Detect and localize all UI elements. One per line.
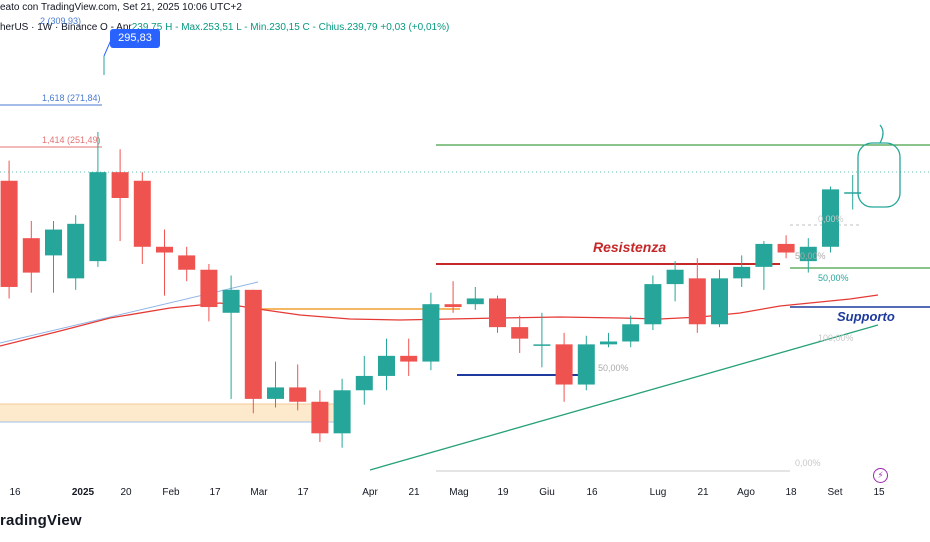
x-tick: Ago — [737, 487, 755, 498]
candle-body — [600, 341, 617, 345]
candle-body — [489, 298, 506, 328]
x-tick: 18 — [785, 487, 797, 498]
candle-body — [733, 266, 751, 279]
candle-body — [777, 243, 795, 253]
candle-body — [511, 327, 529, 339]
x-tick: 17 — [209, 487, 221, 498]
header-ohlc: 239,75 H - Max.253,51 L - Min.230,15 C -… — [131, 22, 378, 33]
x-tick: Apr — [362, 487, 378, 498]
candle-body — [577, 344, 595, 385]
candle-body — [533, 344, 551, 346]
candles — [0, 131, 862, 448]
candle-body — [267, 387, 284, 399]
x-tick: Mag — [449, 487, 469, 498]
fib-mid-label: 50,00% — [598, 363, 629, 373]
x-tick: 21 — [697, 487, 709, 498]
candle-body — [244, 289, 262, 399]
candle-body — [311, 401, 329, 434]
candle-body — [45, 229, 62, 256]
candle-body — [355, 375, 373, 391]
resistance-label: Resistenza — [593, 239, 667, 255]
x-tick: 17 — [297, 487, 309, 498]
x-tick: 15 — [873, 487, 885, 498]
candle-body — [333, 390, 351, 434]
fib-000-bottom-label: 0,00% — [795, 458, 821, 468]
candle-body — [422, 304, 440, 362]
candle-body — [622, 324, 640, 342]
candle-body — [0, 180, 18, 287]
x-tick: 16 — [586, 487, 598, 498]
fib-000-right-label: 0,00% — [818, 214, 844, 224]
x-tick: 20 — [120, 487, 132, 498]
candle-body — [89, 172, 107, 262]
fib-50-b-label: 50,00% — [818, 273, 849, 283]
candle-body — [400, 355, 418, 362]
x-tick: 19 — [497, 487, 509, 498]
candle-body — [555, 344, 573, 385]
candle-body — [466, 298, 484, 305]
fib-1414-label: 1,414 (251,49) — [42, 135, 101, 145]
fib-100-right-label: 100,00% — [818, 333, 854, 343]
moving-average — [0, 294, 879, 347]
x-tick: Set — [827, 487, 843, 498]
brand-logo: radingView — [0, 512, 82, 529]
candle-body — [22, 238, 40, 273]
badge-pointer — [103, 39, 112, 57]
fib-1618-label: 1,618 (271,84) — [42, 93, 101, 103]
highlight-box — [857, 142, 901, 208]
left-blue-trend — [0, 281, 259, 344]
candle-body — [444, 304, 462, 308]
candle-body — [644, 284, 662, 325]
header-line-2: herUS · 1W · Binance O - Apr239,75 H - M… — [0, 22, 449, 33]
x-tick: 16 — [9, 487, 21, 498]
candle-body — [378, 355, 395, 376]
fib-top-label: 2 (309,93) — [40, 16, 82, 26]
candle-body — [178, 255, 196, 270]
candle-body — [133, 180, 151, 247]
x-tick: Mar — [250, 487, 268, 498]
header-line-1: eato con TradingView.com, Set 21, 2025 1… — [0, 2, 242, 13]
x-tick: Lug — [649, 487, 667, 498]
header-change: +0,03 (+0,01%) — [380, 22, 450, 33]
x-tick: 2025 — [71, 487, 95, 498]
fib-50-a-label: 50,00% — [795, 251, 826, 261]
x-tick: Giu — [539, 487, 555, 498]
candle-body — [200, 269, 218, 308]
highlight-hook — [879, 124, 884, 144]
candle-body — [111, 172, 129, 198]
candle-body — [755, 243, 773, 267]
x-tick: Feb — [162, 487, 180, 498]
candle-body — [289, 387, 307, 402]
candle-body — [156, 246, 173, 253]
uptrend-line — [369, 324, 879, 471]
lightning-icon[interactable]: ⚡ — [873, 468, 888, 483]
candle-body — [688, 278, 706, 325]
support-label: Supporto — [837, 309, 895, 324]
candle-body — [799, 246, 817, 262]
candle-body — [666, 269, 684, 285]
candle-body — [822, 189, 839, 247]
x-tick: 21 — [408, 487, 420, 498]
candle-body — [711, 278, 728, 325]
candle-body — [222, 289, 240, 313]
price-badge: 295,83 — [110, 29, 160, 48]
candle-body — [844, 192, 862, 194]
demand-zone — [0, 404, 345, 422]
header-symbol: herUS · 1W · Binance O - Apr — [0, 22, 132, 33]
candle-body — [67, 223, 85, 279]
